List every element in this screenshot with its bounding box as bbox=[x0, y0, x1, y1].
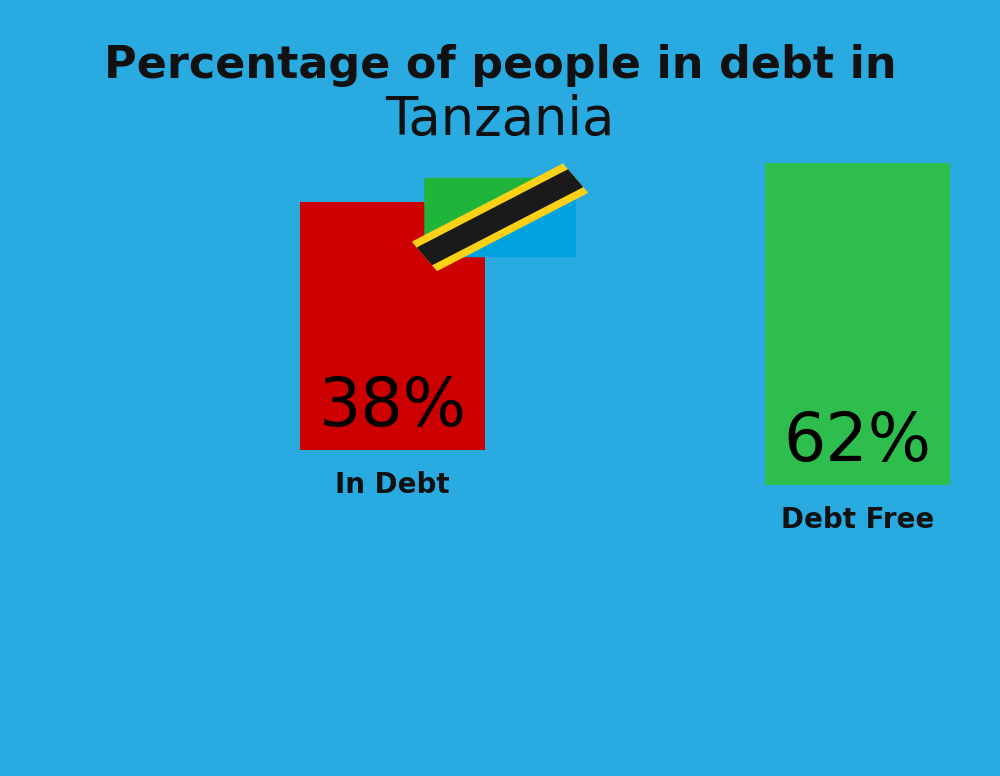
Polygon shape bbox=[418, 170, 582, 265]
Polygon shape bbox=[425, 178, 575, 256]
Text: Debt Free: Debt Free bbox=[781, 506, 934, 534]
Text: In Debt: In Debt bbox=[335, 471, 450, 499]
Bar bbox=[300, 202, 485, 450]
Text: 62%: 62% bbox=[784, 409, 932, 476]
Text: Tanzania: Tanzania bbox=[385, 94, 615, 147]
Text: Percentage of people in debt in: Percentage of people in debt in bbox=[104, 44, 896, 88]
Polygon shape bbox=[425, 178, 575, 256]
Bar bbox=[765, 163, 950, 485]
Text: 38%: 38% bbox=[318, 374, 466, 441]
Polygon shape bbox=[413, 165, 587, 270]
